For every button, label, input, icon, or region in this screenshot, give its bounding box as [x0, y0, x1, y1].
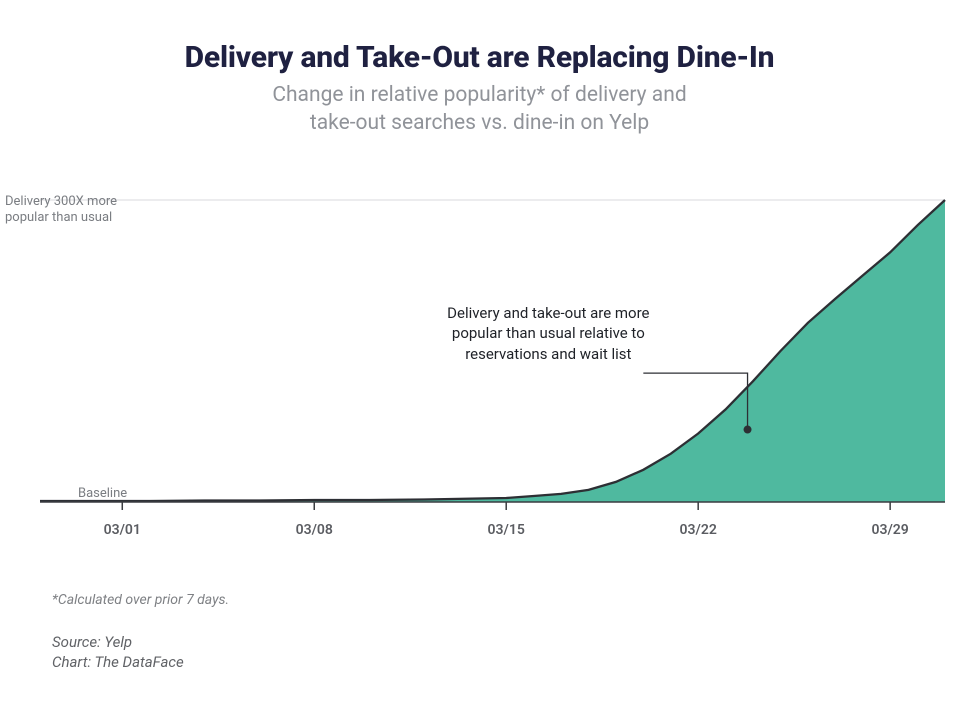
annotation-dot	[744, 426, 752, 434]
x-tick-label: 03/01	[104, 522, 141, 538]
source-line-1: Source: Yelp	[52, 633, 132, 651]
subtitle-line-1: Change in relative popularity* of delive…	[272, 83, 686, 107]
chart-container: Delivery 300X morepopular than usual Bas…	[0, 190, 959, 550]
x-tick-label: 03/15	[488, 522, 525, 538]
annotation-line-2: popular than usual relative to	[452, 324, 645, 342]
source-attribution: Source: Yelp Chart: The DataFace	[52, 632, 184, 673]
chart-title: Delivery and Take-Out are Replacing Dine…	[0, 0, 959, 75]
source-line-2: Chart: The DataFace	[52, 653, 184, 671]
subtitle-line-2: take-out searches vs. dine-in on Yelp	[310, 111, 649, 135]
chart-subtitle: Change in relative popularity* of delive…	[0, 81, 959, 138]
x-tick-label: 03/29	[871, 522, 908, 538]
x-axis-ticks	[122, 502, 890, 510]
annotation-text: Delivery and take-out are more popular t…	[413, 303, 683, 364]
annotation-line-3: reservations and wait list	[465, 345, 631, 363]
x-tick-label: 03/08	[296, 522, 333, 538]
x-tick-label: 03/22	[680, 522, 717, 538]
y-axis-baseline-label: Baseline	[78, 486, 158, 502]
annotation-line-1: Delivery and take-out are more	[447, 304, 649, 322]
footnote-text: *Calculated over prior 7 days.	[52, 592, 229, 608]
page-root: Delivery and Take-Out are Replacing Dine…	[0, 0, 959, 711]
y-axis-top-label: Delivery 300X morepopular than usual	[5, 194, 165, 225]
